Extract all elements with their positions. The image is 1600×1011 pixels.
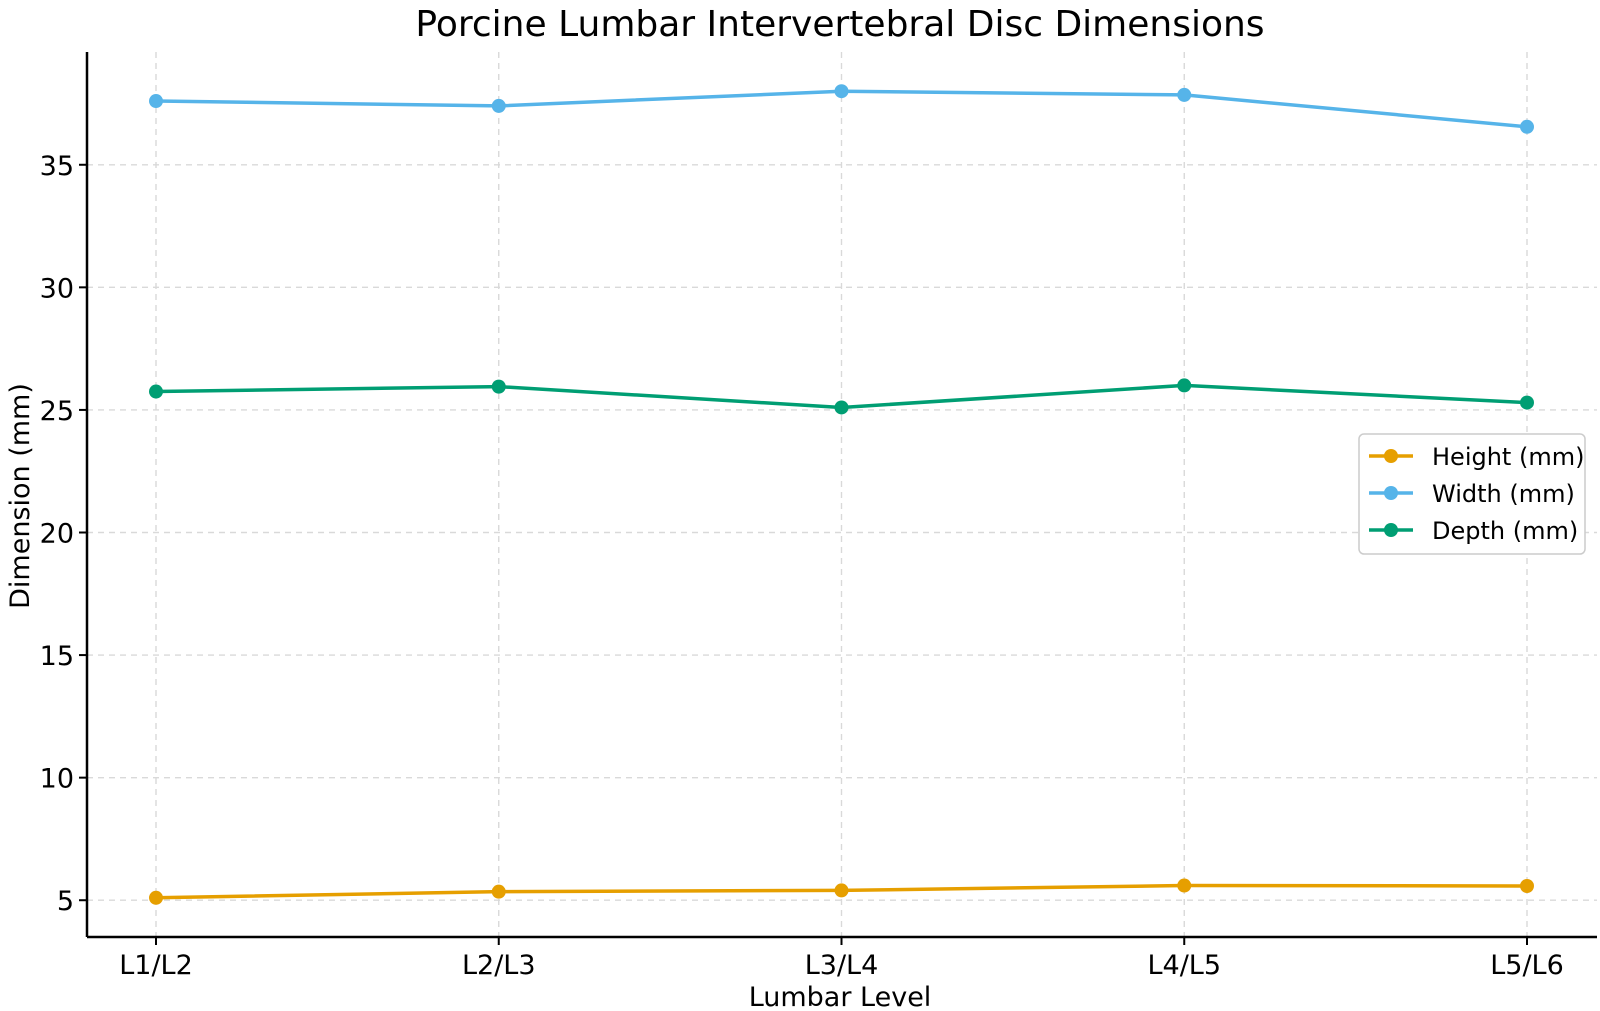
y-tick-label: 30: [40, 273, 74, 304]
y-axis-ticks: 5 10 15 20 25 30 35: [40, 151, 87, 917]
data-point-width-mm: [1520, 119, 1534, 134]
legend-box: [1358, 433, 1586, 555]
y-tick-label: 35: [40, 151, 74, 182]
grid: [87, 52, 1597, 937]
x-tick-label: L2/L3: [462, 950, 536, 981]
legend-swatch-marker: [1384, 449, 1398, 463]
y-axis-label: Dimension (mm): [5, 383, 36, 609]
y-tick-label: 20: [40, 518, 74, 549]
data-point-depth-mm: [1520, 395, 1534, 410]
legend-label: Width (mm): [1432, 480, 1575, 508]
data-point-depth-mm: [1177, 378, 1192, 393]
data-point-height-mm: [1177, 878, 1192, 893]
data-point-height-mm: [834, 883, 849, 898]
legend-item-depth-mm: Depth (mm): [1369, 517, 1578, 545]
x-tick-label: L3/L4: [805, 950, 879, 981]
legend-swatch-marker: [1384, 523, 1398, 537]
data-point-height-mm: [149, 890, 163, 905]
x-axis-label: Lumbar Level: [749, 982, 932, 1011]
data-point-depth-mm: [491, 379, 506, 394]
data-point-width-mm: [834, 84, 849, 99]
y-tick-label: 25: [40, 396, 74, 427]
data-point-height-mm: [1520, 879, 1534, 894]
x-tick-label: L1/L2: [119, 950, 193, 981]
data-point-width-mm: [149, 94, 163, 109]
chart-title: Porcine Lumbar Intervertebral Disc Dimen…: [415, 4, 1264, 45]
data-point-width-mm: [1177, 87, 1192, 102]
y-tick-label: 10: [40, 764, 74, 795]
data-point-depth-mm: [149, 384, 163, 399]
data-point-depth-mm: [834, 400, 849, 415]
legend-swatch-marker: [1384, 486, 1398, 500]
data-point-width-mm: [491, 98, 506, 113]
series-height-mm: [149, 878, 1534, 905]
legend: Height (mm) Width (mm) Depth (mm): [1358, 433, 1586, 555]
series-group: [149, 84, 1534, 905]
x-tick-label: L4/L5: [1147, 950, 1221, 981]
series-width-mm: [149, 84, 1534, 134]
data-point-height-mm: [491, 884, 506, 899]
legend-item-width-mm: Width (mm): [1369, 480, 1575, 508]
legend-item-height-mm: Height (mm): [1369, 443, 1584, 471]
legend-label: Depth (mm): [1432, 517, 1578, 545]
series-depth-mm: [149, 378, 1534, 415]
y-tick-label: 15: [40, 641, 74, 672]
y-tick-label: 5: [57, 886, 74, 917]
legend-label: Height (mm): [1432, 443, 1584, 471]
x-axis-ticks: L1/L2 L2/L3 L3/L4 L4/L5 L5/L6: [119, 937, 1564, 981]
x-tick-label: L5/L6: [1490, 950, 1564, 981]
